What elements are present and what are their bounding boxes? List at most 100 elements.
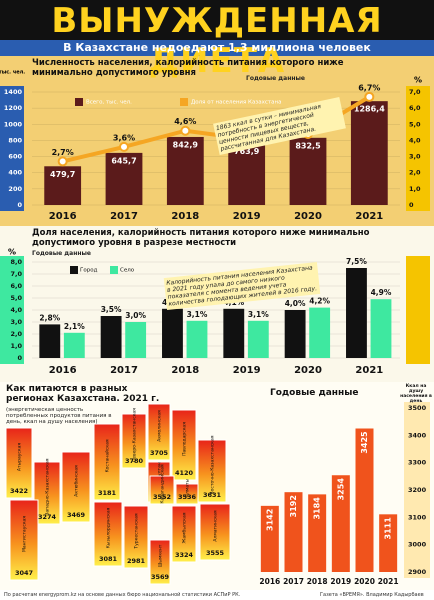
x-tick-label: 2017	[110, 211, 138, 222]
region-value: 3631	[203, 491, 222, 499]
x-tick-label: 2019	[233, 365, 261, 376]
subtitle-band	[0, 40, 434, 56]
point-label: 6,7%	[358, 83, 380, 92]
x-tick-label: 2016	[259, 577, 280, 586]
region	[147, 403, 171, 461]
tick-label: 3300	[408, 459, 427, 467]
tick-label: 0	[17, 354, 22, 362]
region-name: Мангистауская	[22, 516, 28, 552]
x-tick-label: 2017	[110, 365, 138, 376]
region	[93, 501, 123, 567]
left-axis-band	[0, 256, 24, 364]
bar-label: 3111	[384, 517, 393, 540]
chart1-title: Численность населения, калорийность пита…	[32, 58, 344, 78]
tick-label: 3100	[408, 513, 427, 521]
bar	[309, 307, 331, 358]
tick-label: 4,0	[409, 136, 421, 144]
chart4-axis-label: Ккал на душу населения в день	[400, 384, 432, 404]
bar	[166, 136, 204, 205]
bar-label: 645,7	[111, 156, 136, 165]
bar	[44, 166, 82, 205]
point-label: 4,6%	[174, 117, 196, 126]
tick-label: 5,0	[10, 294, 22, 302]
bar	[308, 494, 327, 572]
region-value: 3552	[153, 493, 171, 501]
map-title: Как питаются в разных регионах Казахстан…	[6, 384, 160, 404]
left-axis-band	[0, 86, 24, 211]
bar	[63, 332, 85, 358]
tick-label: 3200	[408, 486, 427, 494]
credit: Газета «ВРЕМЯ». Владимир Кадырбаев	[320, 592, 424, 598]
tick-label: 5,0	[409, 120, 421, 128]
tick-label: 200	[8, 185, 22, 193]
y2-label: %	[414, 76, 422, 85]
tick-label: 6,0	[409, 104, 421, 112]
region-name: Жамбылская	[182, 512, 188, 543]
tick-label: 8,0	[10, 258, 22, 266]
region-name: Карагандинская	[160, 464, 166, 504]
region-value: 2981	[127, 557, 146, 565]
region-name: Северо-Казахстанская	[132, 408, 138, 462]
region	[9, 499, 39, 581]
footer-bg	[0, 590, 434, 600]
tick-label: 0	[17, 201, 22, 209]
chart1-subtitle: Годовые данные	[246, 75, 305, 82]
tick-label: 7,0	[10, 270, 22, 278]
bar	[370, 299, 392, 358]
legend-swatch	[75, 98, 83, 106]
region-name: Туркестанская	[134, 513, 140, 549]
bar	[379, 514, 398, 572]
bar	[289, 137, 327, 205]
x-tick-label: 2021	[378, 577, 399, 586]
region-value: 3469	[67, 511, 86, 519]
region	[123, 505, 149, 569]
region-name: Кызылординская	[106, 507, 112, 548]
region	[171, 409, 197, 481]
region-name: Атырауская	[17, 443, 23, 471]
region	[93, 423, 121, 501]
bar	[260, 505, 279, 572]
map-subtitle: (энергетическая ценность потребленных пр…	[6, 407, 112, 425]
bar-label: 842,9	[173, 140, 199, 149]
region-value: 3422	[10, 487, 28, 495]
bar-label: 3,1%	[248, 310, 269, 319]
tick-label: 7,0	[409, 88, 421, 96]
bar-label: 763,9	[234, 147, 260, 156]
region-value: 3780	[125, 457, 144, 465]
region-name: Восточно-Казахстанская	[210, 435, 216, 494]
tick-label: 4,0	[10, 306, 22, 314]
chart2-subtitle: Годовые данные	[32, 250, 91, 257]
region	[149, 539, 171, 585]
bar	[284, 492, 303, 572]
title: ВЫНУЖДЕННАЯ ДИЕТА	[51, 1, 383, 81]
bar	[228, 143, 266, 205]
region-value: 3081	[99, 555, 118, 563]
bar	[331, 475, 350, 572]
tick-label: 400	[8, 169, 22, 177]
tick-label: 6,0	[10, 282, 22, 290]
bar-label: 4,0%	[285, 299, 306, 308]
right-axis-band	[404, 402, 430, 578]
tick-label: 3500	[408, 404, 427, 412]
chart2-title: Доля населения, калорийность питания кот…	[32, 228, 370, 248]
tick-label: 3000	[408, 541, 427, 549]
x-tick-label: 2020	[294, 211, 322, 222]
point	[57, 156, 68, 167]
right-axis-band	[406, 86, 430, 211]
x-tick-label: 2019	[330, 577, 351, 586]
bar	[162, 308, 183, 358]
bar-label: 3184	[313, 497, 322, 520]
bar	[223, 308, 245, 358]
bar-label: 3,0%	[125, 311, 146, 320]
region-value: 3555	[206, 549, 225, 557]
region-value: 3047	[15, 569, 33, 577]
bar-label: 3142	[265, 509, 274, 531]
region-name: Павлодарская	[182, 422, 188, 456]
bar-label: 2,8%	[39, 313, 60, 322]
region-name: Западно-Казахстанская	[45, 458, 51, 515]
tick-label: 0	[409, 201, 414, 209]
bar-label: 3,1%	[187, 310, 208, 319]
bar-label: 3,5%	[101, 305, 122, 314]
